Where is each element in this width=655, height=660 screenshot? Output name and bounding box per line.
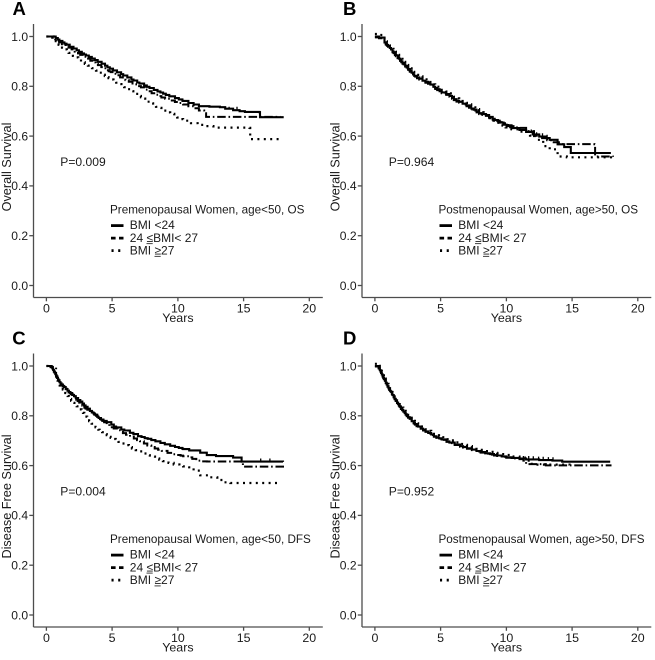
svg-text:P=0.964: P=0.964	[389, 155, 435, 169]
svg-text:Postmenopausal Women, age>50,: Postmenopausal Women, age>50, OS	[439, 203, 639, 216]
svg-text:24 ≤BMI< 27: 24 ≤BMI< 27	[458, 560, 527, 574]
svg-text:1.0: 1.0	[340, 359, 357, 373]
svg-text:15: 15	[237, 301, 251, 315]
svg-text:0: 0	[43, 631, 50, 645]
svg-text:P=0.952: P=0.952	[389, 484, 435, 498]
svg-text:10: 10	[500, 301, 514, 315]
svg-text:10: 10	[171, 301, 185, 315]
svg-text:Premenopausal Women, age<50, O: Premenopausal Women, age<50, OS	[110, 203, 305, 216]
svg-text:0.8: 0.8	[340, 409, 357, 423]
svg-text:0.4: 0.4	[11, 509, 28, 523]
svg-text:A: A	[13, 0, 26, 19]
svg-text:0.4: 0.4	[11, 179, 28, 193]
svg-text:BMI ≥27: BMI ≥27	[130, 244, 175, 258]
svg-text:0.2: 0.2	[11, 559, 28, 573]
svg-text:BMI <24: BMI <24	[458, 547, 503, 561]
svg-text:20: 20	[631, 301, 645, 315]
svg-text:Overall Survival: Overall Survival	[0, 123, 14, 212]
svg-text:BMI <24: BMI <24	[130, 218, 175, 232]
svg-text:D: D	[343, 328, 356, 349]
svg-text:1.0: 1.0	[11, 30, 28, 44]
svg-text:Years: Years	[162, 640, 193, 654]
svg-text:1.0: 1.0	[11, 359, 28, 373]
svg-text:20: 20	[631, 631, 645, 645]
svg-text:5: 5	[109, 631, 116, 645]
svg-text:C: C	[12, 328, 25, 349]
svg-text:BMI <24: BMI <24	[130, 547, 175, 561]
svg-text:P=0.004: P=0.004	[60, 484, 106, 498]
svg-text:0.4: 0.4	[340, 509, 357, 523]
svg-text:Postmenopausal Women, age>50,: Postmenopausal Women, age>50, DFS	[439, 533, 645, 546]
svg-text:0.2: 0.2	[340, 559, 357, 573]
svg-text:P=0.009: P=0.009	[60, 155, 106, 169]
svg-text:5: 5	[109, 301, 116, 315]
svg-text:1.0: 1.0	[340, 30, 357, 44]
svg-text:0: 0	[371, 301, 378, 315]
svg-text:24 ≤BMI< 27: 24 ≤BMI< 27	[130, 560, 199, 574]
svg-text:0.2: 0.2	[340, 229, 357, 243]
svg-text:0.2: 0.2	[11, 229, 28, 243]
svg-text:5: 5	[437, 631, 444, 645]
svg-text:Disease Free Survival: Disease Free Survival	[328, 434, 342, 558]
svg-text:0.8: 0.8	[11, 409, 28, 423]
svg-text:10: 10	[500, 631, 514, 645]
svg-text:BMI ≥27: BMI ≥27	[130, 573, 175, 587]
svg-text:Disease Free Survival: Disease Free Survival	[0, 434, 14, 558]
svg-text:15: 15	[565, 301, 579, 315]
svg-text:0.6: 0.6	[11, 459, 28, 473]
svg-text:B: B	[343, 0, 356, 19]
svg-text:Years: Years	[162, 311, 193, 325]
svg-text:0.8: 0.8	[11, 80, 28, 94]
svg-text:24 ≤BMI< 27: 24 ≤BMI< 27	[458, 231, 527, 245]
svg-text:0.6: 0.6	[340, 129, 357, 143]
svg-text:15: 15	[565, 631, 579, 645]
svg-text:15: 15	[237, 631, 251, 645]
svg-text:24 ≤BMI< 27: 24 ≤BMI< 27	[130, 231, 199, 245]
svg-text:10: 10	[171, 631, 185, 645]
svg-text:0.0: 0.0	[11, 608, 28, 622]
svg-text:20: 20	[302, 631, 316, 645]
svg-text:BMI ≥27: BMI ≥27	[458, 573, 503, 587]
svg-text:0.4: 0.4	[340, 179, 357, 193]
svg-text:0.0: 0.0	[340, 608, 357, 622]
svg-text:0: 0	[371, 631, 378, 645]
svg-text:0.6: 0.6	[340, 459, 357, 473]
svg-text:0.8: 0.8	[340, 80, 357, 94]
svg-text:Premenopausal Women, age<50, D: Premenopausal Women, age<50, DFS	[110, 533, 311, 546]
svg-text:0.6: 0.6	[11, 129, 28, 143]
svg-text:BMI <24: BMI <24	[458, 218, 503, 232]
svg-text:0.0: 0.0	[11, 279, 28, 293]
svg-text:Years: Years	[491, 311, 522, 325]
svg-text:0: 0	[43, 301, 50, 315]
svg-text:Overall Survival: Overall Survival	[328, 123, 342, 212]
svg-text:Years: Years	[491, 640, 522, 654]
svg-text:0.0: 0.0	[340, 279, 357, 293]
svg-text:20: 20	[302, 301, 316, 315]
svg-text:5: 5	[437, 301, 444, 315]
svg-text:BMI ≥27: BMI ≥27	[458, 244, 503, 258]
